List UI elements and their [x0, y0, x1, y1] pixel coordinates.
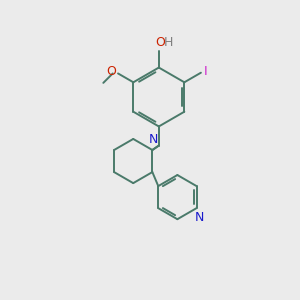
- Text: O: O: [107, 65, 117, 79]
- Text: N: N: [148, 134, 158, 146]
- Text: I: I: [204, 65, 208, 78]
- Text: N: N: [195, 211, 204, 224]
- Text: H: H: [164, 36, 173, 49]
- Text: O: O: [155, 36, 165, 49]
